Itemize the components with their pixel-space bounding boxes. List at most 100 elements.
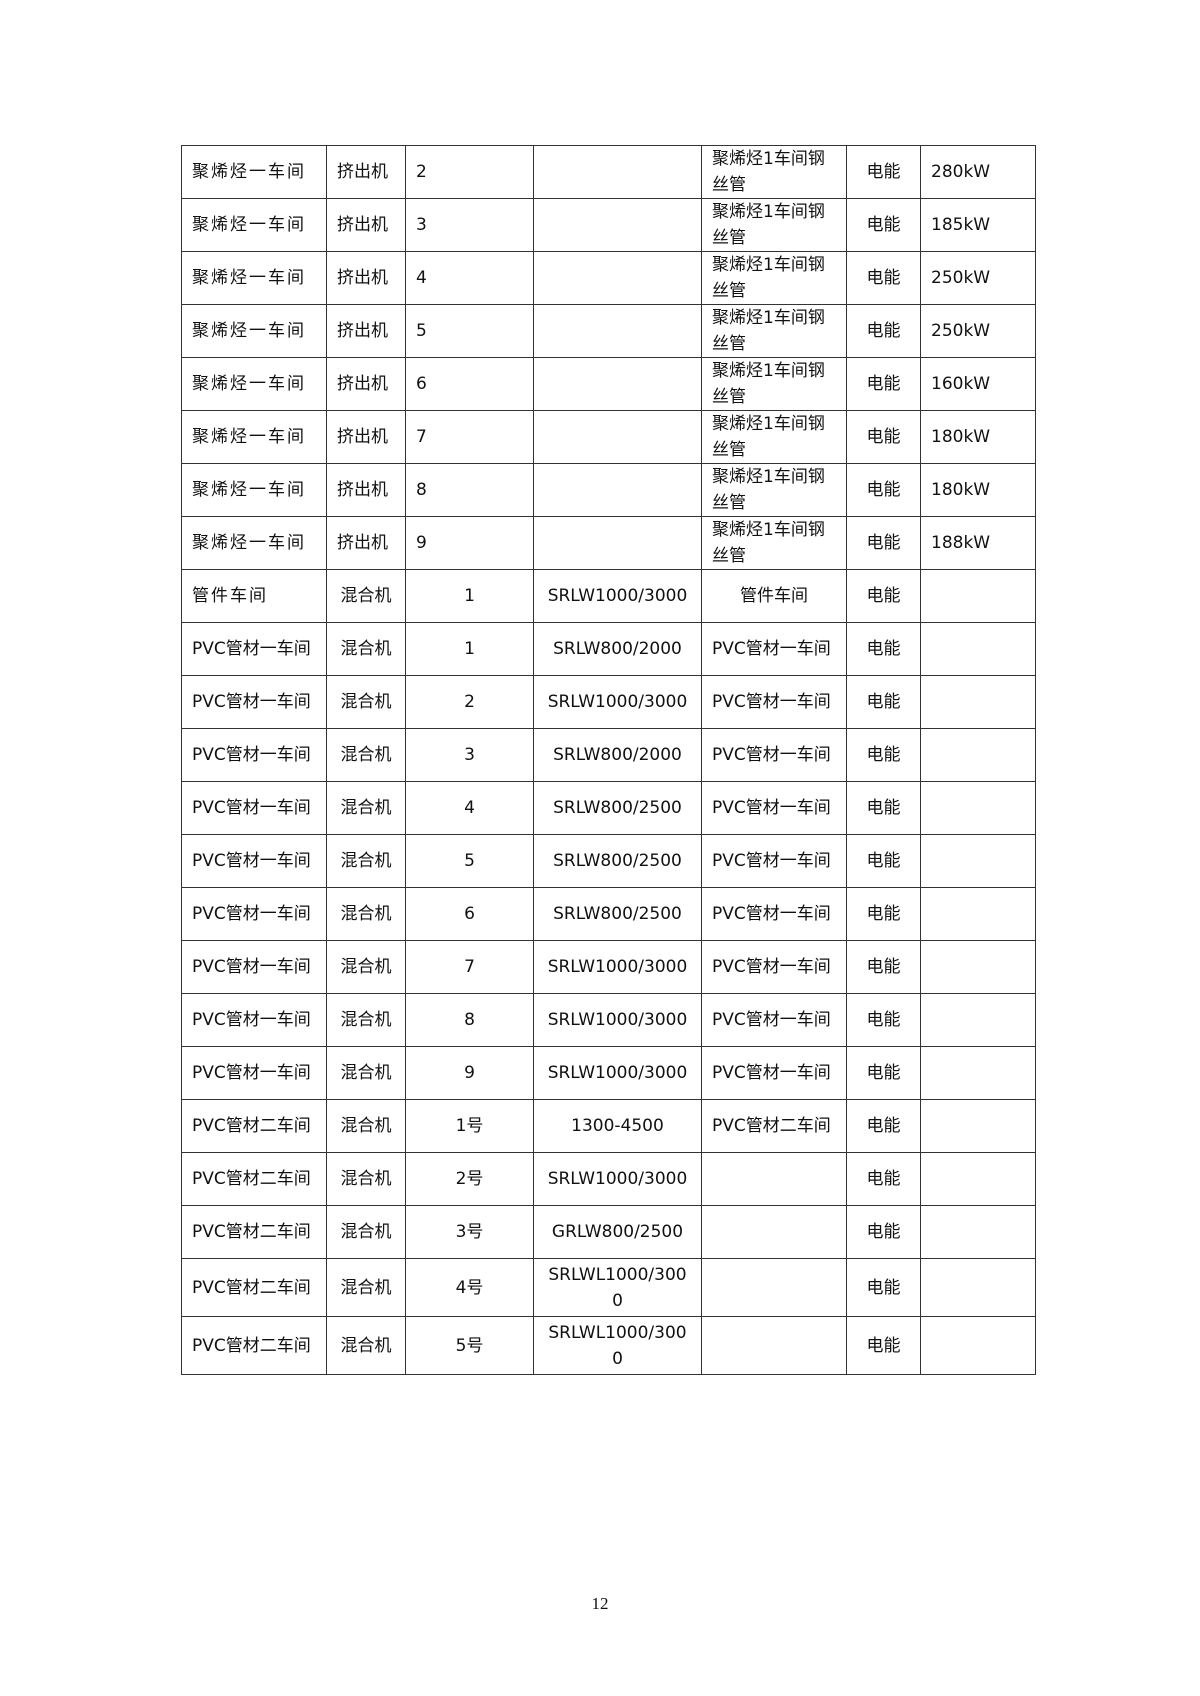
cell-energy: 电能 [846, 516, 921, 570]
cell-equipment: 混合机 [326, 887, 406, 941]
cell-number: 6 [405, 357, 534, 411]
cell-location: PVC管材一车间 [701, 887, 847, 941]
cell-model [533, 463, 702, 517]
cell-location: PVC管材一车间 [701, 675, 847, 729]
cell-power [920, 781, 1036, 835]
cell-number: 5号 [405, 1316, 534, 1375]
cell-energy: 电能 [846, 675, 921, 729]
cell-model [533, 304, 702, 358]
table-row: PVC管材二车间 混合机 5号 SRLWL1000/3000 电能 [181, 1316, 1036, 1375]
cell-energy: 电能 [846, 198, 921, 252]
cell-model: SRLW800/2000 [533, 728, 702, 782]
cell-energy: 电能 [846, 1316, 921, 1375]
cell-equipment: 混合机 [326, 940, 406, 994]
cell-energy: 电能 [846, 887, 921, 941]
cell-workshop: PVC管材一车间 [181, 781, 327, 835]
page-number: 12 [591, 1594, 609, 1613]
cell-equipment: 挤出机 [326, 198, 406, 252]
cell-location: PVC管材一车间 [701, 622, 847, 676]
cell-location: 聚烯烃1车间钢丝管 [701, 463, 847, 517]
cell-energy: 电能 [846, 410, 921, 464]
cell-number: 8 [405, 993, 534, 1047]
cell-energy: 电能 [846, 251, 921, 305]
cell-model [533, 410, 702, 464]
cell-location: 聚烯烃1车间钢丝管 [701, 304, 847, 358]
cell-energy: 电能 [846, 304, 921, 358]
table-row: PVC管材二车间 混合机 4号 SRLWL1000/3000 电能 [181, 1258, 1036, 1317]
cell-number: 3号 [405, 1205, 534, 1259]
cell-equipment: 混合机 [326, 1258, 406, 1317]
cell-workshop: 聚烯烃一车间 [181, 463, 327, 517]
cell-power [920, 569, 1036, 623]
cell-power [920, 834, 1036, 888]
cell-model: SRLW1000/3000 [533, 940, 702, 994]
cell-model: SRLW1000/3000 [533, 1046, 702, 1100]
cell-location: PVC管材一车间 [701, 993, 847, 1047]
cell-number: 9 [405, 1046, 534, 1100]
cell-equipment: 挤出机 [326, 251, 406, 305]
cell-model: SRLWL1000/3000 [533, 1258, 702, 1317]
cell-workshop: 聚烯烃一车间 [181, 145, 327, 199]
cell-workshop: PVC管材一车间 [181, 675, 327, 729]
cell-workshop: PVC管材二车间 [181, 1205, 327, 1259]
cell-number: 3 [405, 728, 534, 782]
cell-power: 250kW [920, 304, 1036, 358]
cell-energy: 电能 [846, 145, 921, 199]
cell-equipment: 挤出机 [326, 357, 406, 411]
cell-workshop: PVC管材二车间 [181, 1152, 327, 1206]
cell-model: SRLW800/2500 [533, 834, 702, 888]
cell-energy: 电能 [846, 781, 921, 835]
cell-model: SRLW1000/3000 [533, 993, 702, 1047]
cell-number: 5 [405, 834, 534, 888]
cell-location: 聚烯烃1车间钢丝管 [701, 145, 847, 199]
cell-equipment: 混合机 [326, 1205, 406, 1259]
table-row: PVC管材一车间 混合机 9 SRLW1000/3000 PVC管材一车间 电能 [181, 1046, 1036, 1100]
cell-model [533, 357, 702, 411]
cell-workshop: 聚烯烃一车间 [181, 516, 327, 570]
cell-equipment: 混合机 [326, 1316, 406, 1375]
cell-location: PVC管材一车间 [701, 940, 847, 994]
cell-power: 160kW [920, 357, 1036, 411]
equipment-table: 聚烯烃一车间 挤出机 2 聚烯烃1车间钢丝管 电能 280kW 聚烯烃一车间 挤出机 3 聚烯烃1… [181, 145, 1036, 1375]
cell-equipment: 混合机 [326, 1099, 406, 1153]
cell-energy: 电能 [846, 728, 921, 782]
cell-power: 185kW [920, 198, 1036, 252]
cell-equipment: 混合机 [326, 569, 406, 623]
cell-number: 4 [405, 781, 534, 835]
cell-model: SRLW1000/3000 [533, 675, 702, 729]
cell-workshop: 聚烯烃一车间 [181, 251, 327, 305]
table-row: 管件车间 混合机 1 SRLW1000/3000 管件车间 电能 [181, 569, 1036, 623]
cell-power [920, 887, 1036, 941]
cell-location: 聚烯烃1车间钢丝管 [701, 198, 847, 252]
cell-energy: 电能 [846, 569, 921, 623]
cell-model: GRLW800/2500 [533, 1205, 702, 1259]
cell-model: SRLW800/2000 [533, 622, 702, 676]
cell-number: 1 [405, 622, 534, 676]
cell-power: 188kW [920, 516, 1036, 570]
cell-energy: 电能 [846, 1046, 921, 1100]
table-row: PVC管材一车间 混合机 8 SRLW1000/3000 PVC管材一车间 电能 [181, 993, 1036, 1047]
cell-equipment: 混合机 [326, 675, 406, 729]
cell-location: PVC管材一车间 [701, 728, 847, 782]
cell-workshop: PVC管材一车间 [181, 940, 327, 994]
cell-number: 4 [405, 251, 534, 305]
table-row: 聚烯烃一车间 挤出机 9 聚烯烃1车间钢丝管 电能 188kW [181, 516, 1036, 570]
cell-model: SRLW1000/3000 [533, 569, 702, 623]
table-row: PVC管材一车间 混合机 6 SRLW800/2500 PVC管材一车间 电能 [181, 887, 1036, 941]
cell-number: 1 [405, 569, 534, 623]
cell-power [920, 940, 1036, 994]
table-row: PVC管材一车间 混合机 4 SRLW800/2500 PVC管材一车间 电能 [181, 781, 1036, 835]
cell-model [533, 198, 702, 252]
cell-equipment: 混合机 [326, 728, 406, 782]
cell-workshop: PVC管材一车间 [181, 728, 327, 782]
cell-equipment: 混合机 [326, 993, 406, 1047]
cell-equipment: 挤出机 [326, 463, 406, 517]
cell-location: 聚烯烃1车间钢丝管 [701, 410, 847, 464]
cell-workshop: 聚烯烃一车间 [181, 304, 327, 358]
cell-workshop: PVC管材二车间 [181, 1316, 327, 1375]
cell-power: 180kW [920, 410, 1036, 464]
cell-power [920, 1046, 1036, 1100]
cell-number: 2 [405, 675, 534, 729]
cell-location [701, 1258, 847, 1317]
cell-workshop: PVC管材一车间 [181, 887, 327, 941]
